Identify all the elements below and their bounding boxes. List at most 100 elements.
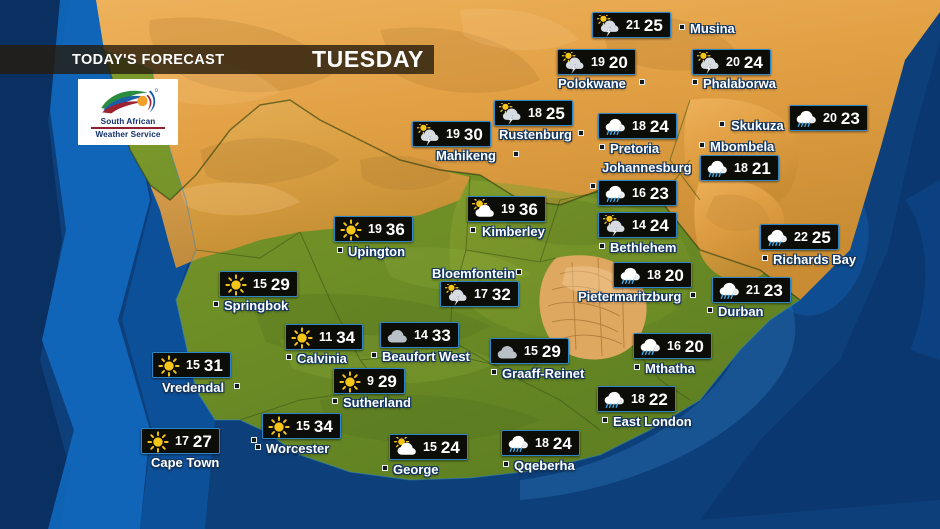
sun-thunderstorm-icon (444, 280, 469, 305)
forecast-chip[interactable]: 19 36 (467, 195, 546, 222)
max-temperature: 34 (336, 327, 356, 347)
max-temperature: 23 (649, 183, 669, 203)
sun-icon (267, 415, 291, 438)
forecast-day-label: TUESDAY (312, 46, 424, 72)
forecast-chip[interactable]: 21 25 (592, 11, 671, 38)
max-temperature: 29 (541, 341, 561, 361)
min-temperature: 15 (423, 440, 437, 454)
min-temperature: 15 (524, 344, 538, 358)
forecast-chip[interactable]: 14 33 (380, 322, 459, 348)
city-marker-dot (707, 307, 713, 313)
city-marker-dot (634, 364, 640, 370)
forecast-chip[interactable]: 17 32 (440, 280, 519, 307)
max-temperature: 24 (552, 433, 572, 453)
max-temperature: 27 (192, 431, 212, 451)
min-temperature: 11 (319, 330, 333, 344)
city-label: Mthatha (645, 361, 695, 376)
cloud-rain-icon (717, 280, 741, 301)
forecast-chip[interactable]: 18 24 (598, 113, 677, 139)
cloud-rain-icon (618, 265, 642, 286)
city-marker-dot (690, 292, 696, 298)
forecast-chip[interactable]: 15 29 (219, 271, 298, 297)
forecast-chip[interactable]: 22 25 (760, 224, 839, 250)
max-temperature: 25 (545, 103, 565, 123)
city-label: Musina (690, 21, 735, 36)
forecast-chip[interactable]: 18 21 (700, 155, 779, 181)
forecast-chip[interactable]: 17 27 (141, 428, 220, 454)
min-temperature: 20 (726, 55, 740, 69)
min-temperature: 18 (632, 119, 646, 133)
cloud-rain-icon (638, 336, 662, 357)
max-temperature: 22 (648, 389, 668, 409)
city-label: George (393, 462, 439, 477)
forecast-chip[interactable]: 18 25 (494, 99, 573, 126)
forecast-chip[interactable]: 20 24 (692, 48, 771, 75)
forecast-chip[interactable]: 16 23 (598, 180, 677, 206)
sun-icon (290, 326, 314, 349)
max-temperature: 29 (377, 371, 397, 391)
min-temperature: 19 (368, 222, 382, 236)
forecast-chip[interactable]: 18 22 (597, 386, 676, 412)
city-label: Pietermaritzburg (578, 289, 682, 304)
city-marker-dot (599, 243, 605, 249)
city-label: Sutherland (343, 395, 411, 410)
city-marker-dot (470, 227, 476, 233)
forecast-chip[interactable]: 15 24 (389, 433, 468, 460)
forecast-chip[interactable]: 15 29 (490, 338, 569, 364)
city-marker-dot (503, 461, 509, 467)
city-marker-dot (699, 142, 705, 148)
sun-cloud-icon (393, 433, 418, 458)
max-temperature: 36 (518, 199, 538, 219)
city-marker-dot (332, 398, 338, 404)
city-marker-dot (602, 417, 608, 423)
min-temperature: 19 (446, 127, 460, 141)
sun-thunderstorm-icon (596, 11, 621, 36)
max-temperature: 25 (811, 227, 831, 247)
cloud-rain-icon (705, 158, 729, 179)
city-label: Pretoria (610, 141, 660, 156)
min-temperature: 16 (667, 339, 681, 353)
city-label: Cape Town (151, 455, 220, 470)
min-temperature: 15 (186, 358, 200, 372)
cloud-rain-icon (794, 108, 818, 129)
city-marker-dot (599, 144, 605, 150)
city-marker-dot (513, 151, 519, 157)
max-temperature: 21 (751, 158, 771, 178)
city-marker-dot (719, 121, 725, 127)
city-marker-dot (255, 444, 261, 450)
min-temperature: 21 (626, 18, 640, 32)
forecast-chip[interactable]: 19 36 (334, 216, 413, 242)
city-label: Mahikeng (436, 148, 496, 163)
city-label: Phalaborwa (703, 76, 776, 91)
sun-icon (338, 370, 362, 393)
min-temperature: 14 (632, 218, 646, 232)
city-marker-dot (234, 383, 240, 389)
forecast-chip[interactable]: 19 20 (557, 48, 636, 75)
min-temperature: 14 (414, 328, 428, 342)
logo-line-1: South African (100, 116, 156, 126)
forecast-chip[interactable]: 15 34 (262, 413, 341, 439)
forecast-chip[interactable]: 15 31 (152, 352, 231, 378)
min-temperature: 18 (631, 392, 645, 406)
max-temperature: 30 (463, 124, 483, 144)
logo-line-2: Weather Service (95, 129, 161, 139)
min-temperature: 20 (823, 111, 837, 125)
forecast-chip[interactable]: 11 34 (285, 324, 364, 350)
cloud-rain-icon (602, 389, 626, 410)
forecast-chip[interactable]: 19 30 (412, 120, 491, 147)
city-marker-dot (286, 354, 292, 360)
forecast-chip[interactable]: 18 24 (501, 430, 580, 456)
forecast-chip[interactable]: 21 23 (712, 277, 791, 303)
city-label: Beaufort West (382, 349, 470, 364)
city-label: East London (613, 414, 692, 429)
min-temperature: 18 (647, 268, 661, 282)
forecast-chip[interactable]: 18 20 (613, 262, 692, 288)
forecast-chip[interactable]: 14 24 (598, 211, 677, 238)
city-marker-dot (679, 24, 685, 30)
city-label: Johannesburg (602, 160, 692, 175)
forecast-chip[interactable]: 20 23 (789, 105, 868, 131)
forecast-chip[interactable]: 9 29 (333, 368, 405, 394)
sun-thunderstorm-icon (498, 99, 523, 124)
min-temperature: 18 (528, 106, 542, 120)
forecast-chip[interactable]: 16 20 (633, 333, 712, 359)
